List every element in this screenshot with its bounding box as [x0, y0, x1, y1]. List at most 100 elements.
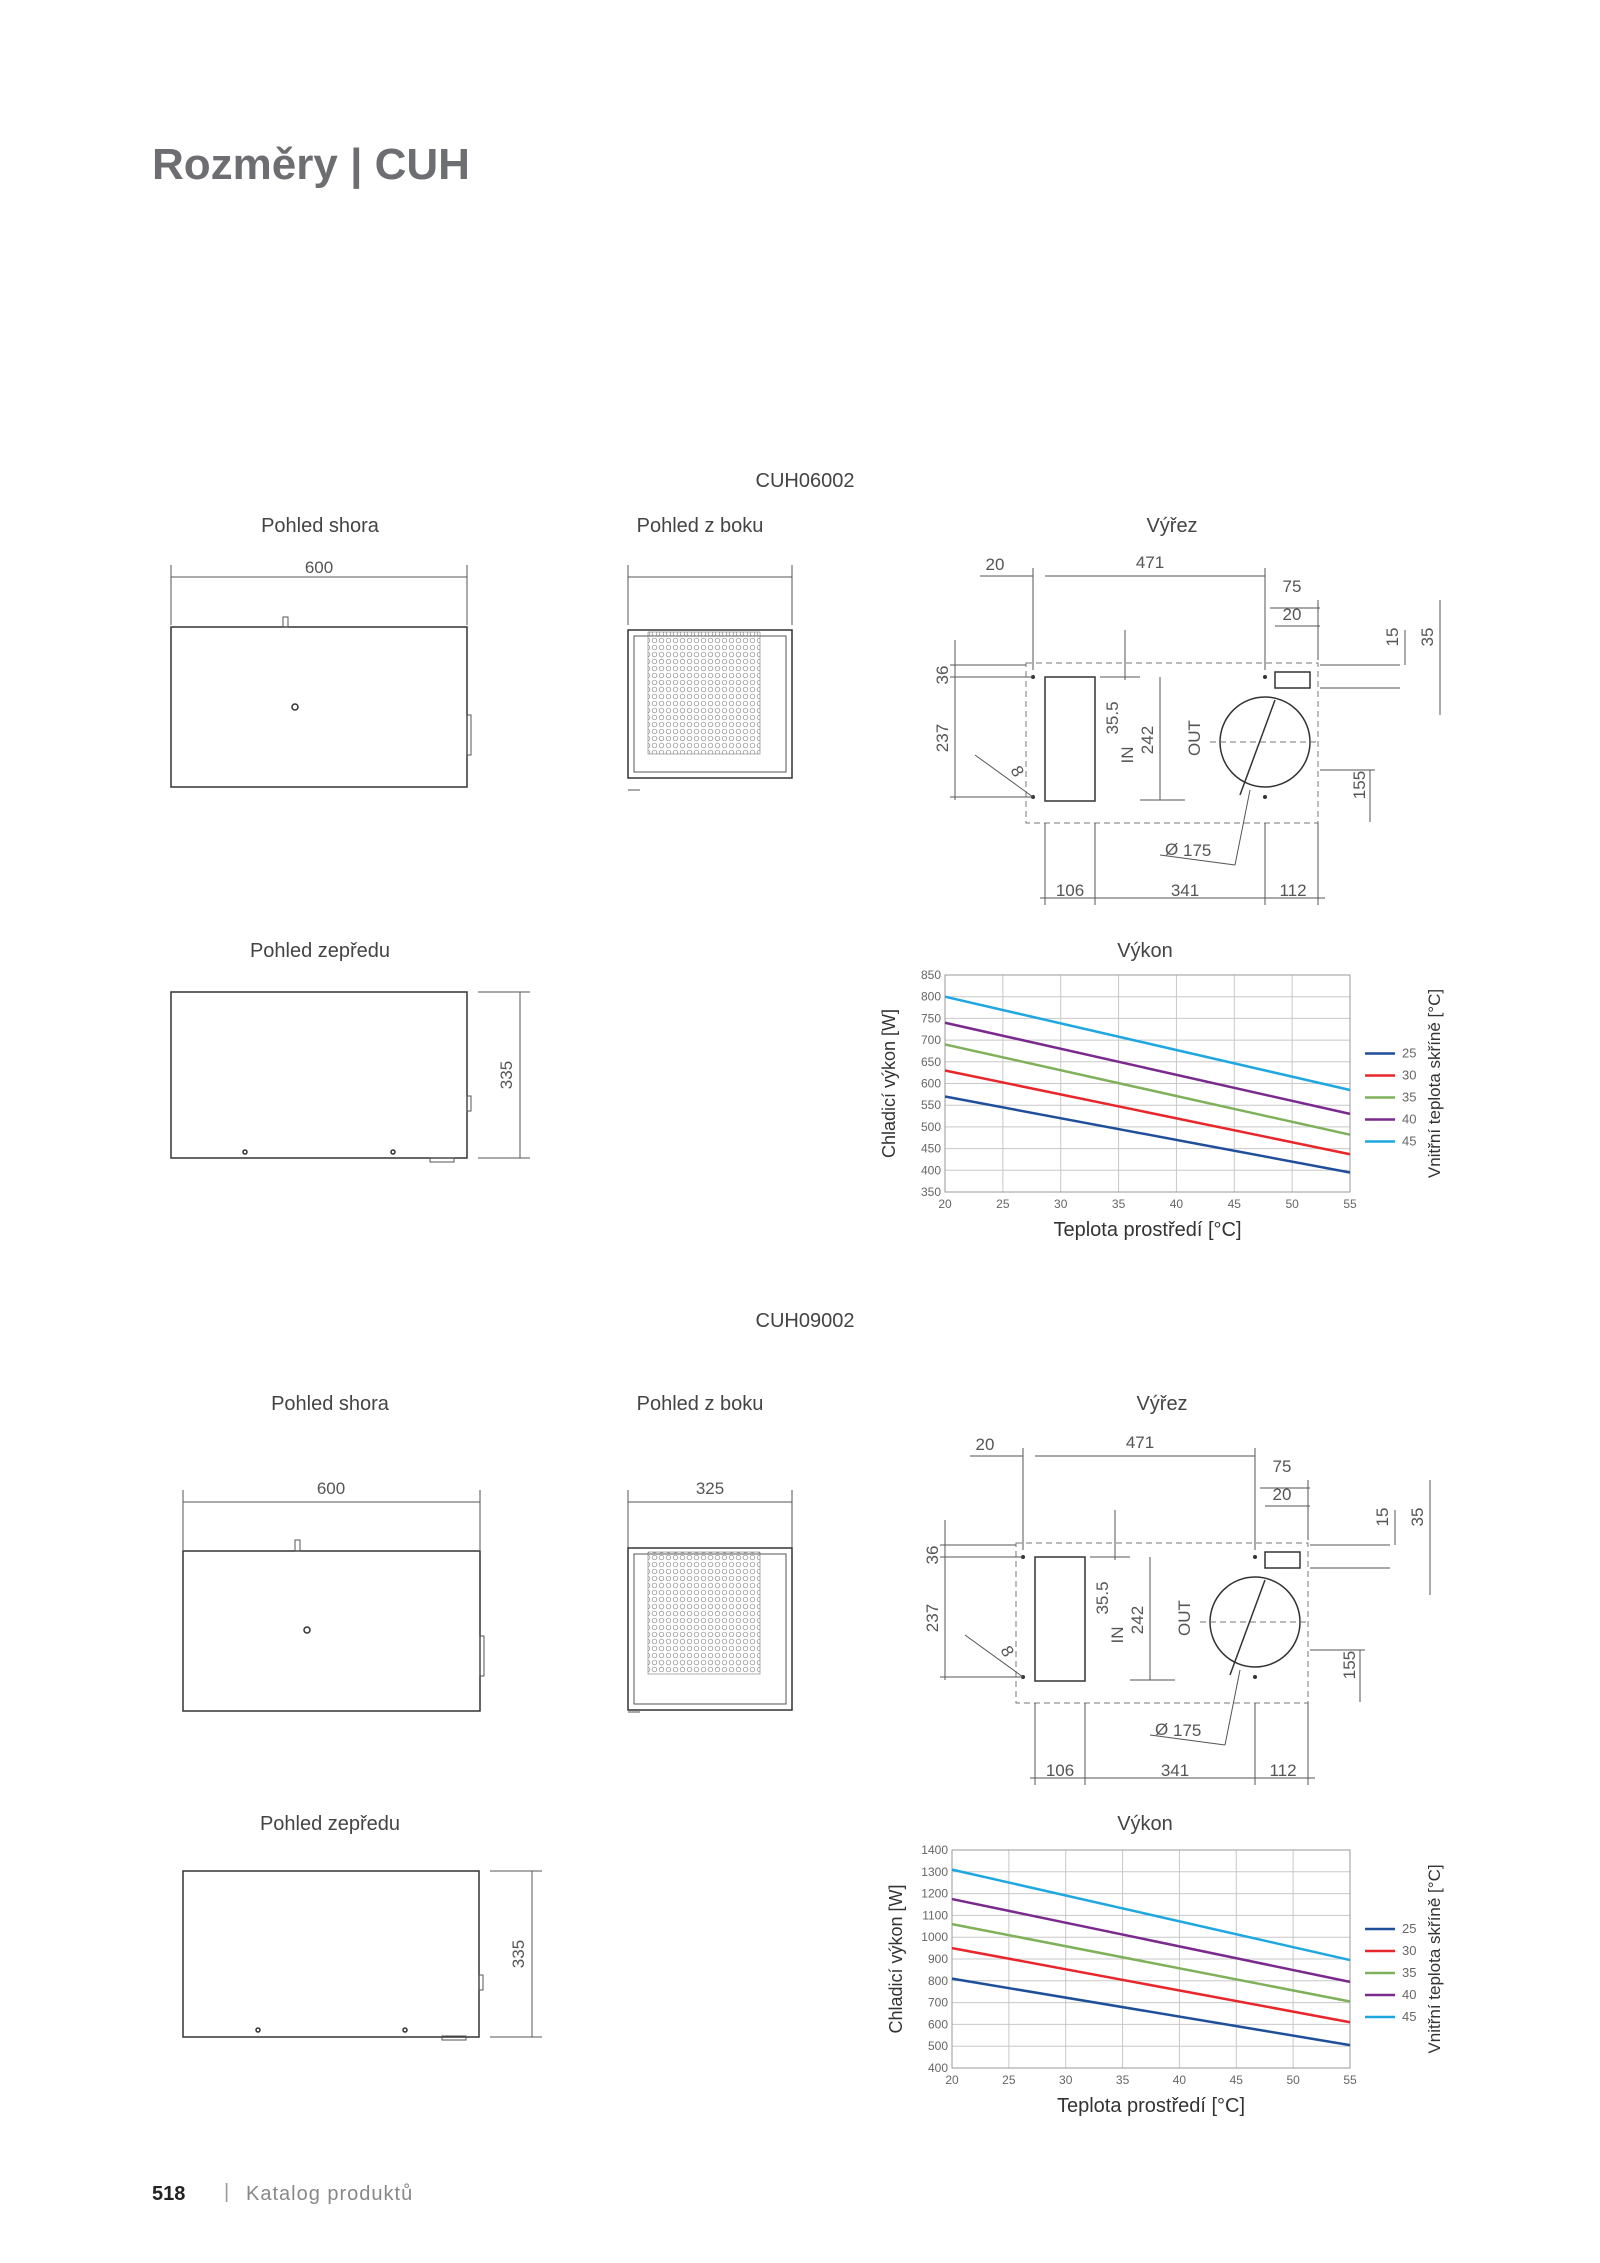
- series-line-25: [944, 1095, 1351, 1174]
- y-tick-label: 1200: [921, 1887, 948, 1901]
- svg-text:112: 112: [1279, 881, 1306, 900]
- x-axis-label: Teplota prostředí [°C]: [1057, 2095, 1245, 2117]
- svg-text:242: 242: [1138, 726, 1157, 754]
- legend-label: 30: [1402, 1068, 1416, 1083]
- y-tick-label: 400: [928, 2061, 948, 2075]
- view-top-label: Pohled shora: [271, 1393, 389, 1415]
- svg-text:600: 600: [317, 1479, 345, 1498]
- svg-text:341: 341: [1161, 1761, 1189, 1780]
- cutout-view-2: 20 471 75 20 15 35 36 237 8 35.5 242 IN …: [923, 1433, 1431, 1785]
- series-line-40: [951, 1897, 1351, 1984]
- dim-top-width: 600: [305, 558, 333, 577]
- x-axis-label: Teplota prostředí [°C]: [1053, 1219, 1241, 1241]
- footer-separator: |: [224, 2181, 230, 2203]
- svg-text:IN: IN: [1108, 1627, 1127, 1644]
- x-tick-label: 45: [1228, 1197, 1242, 1211]
- svg-text:175: 175: [1173, 1721, 1201, 1740]
- svg-text:155: 155: [1350, 771, 1369, 799]
- x-tick-label: 45: [1230, 2073, 1244, 2087]
- svg-text:20: 20: [1283, 605, 1302, 624]
- view-cutout-label: Výřez: [1146, 515, 1198, 537]
- svg-text:75: 75: [1273, 1457, 1292, 1476]
- x-tick-label: 20: [938, 1197, 952, 1211]
- svg-text:106: 106: [1056, 881, 1084, 900]
- svg-text:15: 15: [1373, 1508, 1392, 1527]
- legend-label: 45: [1402, 1134, 1416, 1149]
- legend-label: 30: [1402, 1943, 1416, 1958]
- catalog-name: Katalog produktů: [246, 2183, 414, 2205]
- y-tick-label: 500: [921, 1120, 941, 1134]
- series-line-30: [951, 1946, 1351, 2024]
- svg-text:175: 175: [1183, 841, 1211, 860]
- svg-text:15: 15: [1383, 628, 1402, 647]
- svg-text:OUT: OUT: [1185, 720, 1204, 756]
- svg-text:325: 325: [696, 1479, 724, 1498]
- legend-title: Vnitřní teplota skříně [°C]: [1425, 1864, 1444, 2053]
- x-tick-label: 30: [1054, 1197, 1068, 1211]
- vent-grille: [647, 631, 761, 755]
- y-tick-label: 550: [921, 1098, 941, 1112]
- svg-text:242: 242: [1128, 1606, 1147, 1634]
- y-tick-label: 800: [928, 1974, 948, 1988]
- series-line-45: [951, 1868, 1351, 1962]
- svg-text:237: 237: [933, 724, 952, 752]
- y-tick-label: 700: [928, 1996, 948, 2010]
- svg-text:237: 237: [923, 1604, 942, 1632]
- svg-text:471: 471: [1136, 553, 1164, 572]
- x-tick-label: 50: [1286, 2073, 1300, 2087]
- y-tick-label: 350: [921, 1185, 941, 1199]
- svg-text:36: 36: [923, 1546, 942, 1565]
- y-tick-label: 650: [921, 1055, 941, 1069]
- y-tick-label: 700: [921, 1033, 941, 1047]
- top-view-2: 600: [182, 1479, 485, 1712]
- view-top-label: Pohled shora: [261, 515, 379, 537]
- svg-text:20: 20: [986, 555, 1005, 574]
- series-line-35: [944, 1043, 1351, 1136]
- x-tick-label: 35: [1116, 2073, 1130, 2087]
- x-tick-label: 35: [1112, 1197, 1126, 1211]
- y-tick-label: 900: [928, 1952, 948, 1966]
- dim-front-height: 335: [497, 1061, 516, 1089]
- svg-text:75: 75: [1283, 577, 1302, 596]
- svg-text:OUT: OUT: [1175, 1600, 1194, 1636]
- svg-text:20: 20: [1273, 1485, 1292, 1504]
- y-tick-label: 750: [921, 1011, 941, 1025]
- y-tick-label: 1000: [921, 1930, 948, 1944]
- legend-label: 45: [1402, 2009, 1416, 2024]
- y-tick-label: 500: [928, 2039, 948, 2053]
- series-line-30: [944, 1069, 1351, 1156]
- svg-text:106: 106: [1046, 1761, 1074, 1780]
- legend-label: 40: [1402, 1112, 1416, 1127]
- x-tick-label: 40: [1170, 1197, 1184, 1211]
- svg-text:335: 335: [509, 1940, 528, 1968]
- x-tick-label: 25: [996, 1197, 1010, 1211]
- side-view-2: 325: [627, 1479, 793, 1713]
- legend-label: 35: [1402, 1965, 1416, 1980]
- series-line-45: [944, 995, 1351, 1092]
- plot-frame: [944, 974, 1351, 1193]
- x-tick-label: 55: [1343, 1197, 1357, 1211]
- legend-title: Vnitřní teplota skříně [°C]: [1425, 989, 1444, 1178]
- cutout-view-1: 20 471 75 20 15 35 36 237 8 35.5 242 IN …: [933, 553, 1441, 905]
- y-tick-label: 800: [921, 990, 941, 1004]
- view-front-label: Pohled zepředu: [259, 1813, 401, 1835]
- model-label: CUH06002: [755, 470, 855, 492]
- svg-text:Ø: Ø: [1165, 840, 1178, 859]
- svg-text:341: 341: [1171, 881, 1199, 900]
- svg-text:35: 35: [1418, 628, 1437, 647]
- y-tick-label: 600: [921, 1077, 941, 1091]
- svg-text:112: 112: [1269, 1761, 1296, 1780]
- view-perf-label: Výkon: [1117, 940, 1173, 962]
- svg-text:36: 36: [933, 666, 952, 685]
- view-side-label: Pohled z boku: [636, 1393, 764, 1415]
- legend-label: 35: [1402, 1090, 1416, 1105]
- svg-text:35: 35: [1408, 1508, 1427, 1527]
- view-cutout-label: Výřez: [1136, 1393, 1188, 1415]
- y-tick-label: 1300: [921, 1865, 948, 1879]
- legend-label: 25: [1402, 1046, 1416, 1061]
- x-tick-label: 20: [945, 2073, 959, 2087]
- view-side-label: Pohled z boku: [636, 515, 764, 537]
- x-tick-label: 50: [1285, 1197, 1299, 1211]
- side-view-1: [627, 565, 793, 791]
